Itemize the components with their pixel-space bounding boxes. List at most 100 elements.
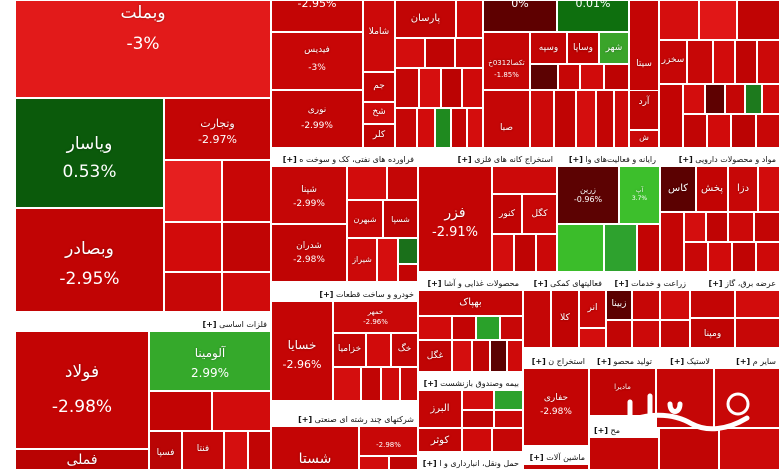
tile-chem-4[interactable] [455, 38, 483, 68]
tile-cem-7[interactable] [757, 40, 780, 84]
tile-cem-15[interactable] [707, 114, 731, 148]
tile-khg[interactable]: خگ [391, 333, 418, 367]
expand-button[interactable]: [+] [614, 279, 629, 288]
tile-metal-small-2[interactable] [212, 391, 271, 431]
tile-chem-7[interactable] [441, 68, 462, 108]
tile-ph-10[interactable] [756, 242, 780, 272]
expand-button[interactable]: [+] [593, 426, 608, 435]
tile-chem-6[interactable] [419, 68, 441, 108]
sector-header-other[interactable]: سایر م [+] [714, 355, 780, 368]
sector-header-insurance[interactable]: بیمه وصندوق بازنشست [+] [418, 377, 523, 390]
tile-ghagol[interactable]: غگل [418, 340, 452, 372]
sector-header-machinery[interactable]: ماشین آلات [+] [523, 451, 589, 464]
tile-anar[interactable]: انر [579, 290, 606, 328]
sector-header-pharma[interactable]: مواد و محصولات دارویی [+] [660, 153, 780, 166]
tile-shasta[interactable]: شستا [271, 426, 359, 470]
tile-chem-13[interactable] [467, 108, 483, 148]
tile-ph-6[interactable] [754, 212, 780, 242]
tile-alborz[interactable]: البرز [418, 390, 462, 428]
tile-sakhzar[interactable]: سخزر [659, 40, 687, 84]
tile-petro-2[interactable] [387, 166, 418, 200]
tile-bank-small-5[interactable] [164, 272, 222, 312]
tile-food-3[interactable] [476, 316, 500, 340]
tile-jam[interactable]: جم [363, 72, 395, 102]
sector-header-metal-ores[interactable]: استخراج کانه های فلزی [+] [418, 153, 557, 166]
tile-cem-5[interactable] [713, 40, 735, 84]
tile-fzar[interactable]: فزر -2.91% [418, 166, 492, 272]
tile-fin-3[interactable] [580, 64, 604, 90]
tile-cem-14[interactable] [683, 114, 707, 148]
tile-chem-5[interactable] [395, 68, 419, 108]
tile-chem-1[interactable] [456, 0, 483, 38]
tile-vpasar[interactable]: ویاسار 0.53% [15, 98, 164, 208]
sector-header-mah[interactable]: مح [+] [589, 424, 624, 437]
tile-auto-5[interactable] [400, 367, 418, 401]
tile-ph-9[interactable] [732, 242, 756, 272]
tile-metal-small-1[interactable] [149, 391, 212, 431]
expand-button[interactable]: [+] [736, 357, 751, 366]
tile-vsapa[interactable]: وساپا [567, 32, 599, 64]
tile-sup-1[interactable] [523, 290, 551, 348]
tile-vniki[interactable]: -2.98% [359, 426, 418, 456]
tile-fin-4[interactable] [604, 64, 629, 90]
tile-multi-1[interactable] [359, 456, 389, 470]
tile-auto-1[interactable] [366, 333, 391, 367]
tile-auto-4[interactable] [381, 367, 400, 401]
expand-button[interactable]: [+] [298, 415, 313, 424]
expand-button[interactable]: [+] [531, 357, 546, 366]
tile-el-2[interactable] [735, 290, 780, 318]
tile-mach-1[interactable] [523, 464, 589, 470]
tile-khmehr[interactable]: خمهر -2.96% [333, 301, 418, 333]
tile-bank-small-2[interactable] [222, 160, 271, 222]
tile-cem-8[interactable] [659, 84, 683, 148]
tile-ins-4[interactable] [494, 410, 523, 428]
tile-konor[interactable]: کنور [492, 194, 522, 234]
tile-bank-small-3[interactable] [164, 222, 222, 272]
sector-header-agriculture[interactable]: زراعت و خدمات [+] [606, 277, 690, 290]
tile-fin-7[interactable] [576, 90, 596, 148]
tile-food-7[interactable] [490, 340, 507, 372]
tile-bank-small-4[interactable] [222, 222, 271, 272]
tile-agr-1[interactable] [632, 290, 660, 320]
tile-femli[interactable]: فملی [15, 449, 149, 470]
tile-shedran[interactable]: شدران -2.98% [271, 224, 347, 282]
tile-pakhsh[interactable]: پخش [696, 166, 728, 212]
tile-madira[interactable]: مادیرا [589, 368, 656, 416]
tile-shepna[interactable]: شپنا -2.99% [271, 166, 347, 224]
tile-alumina[interactable]: آلومینا 2.99% [149, 331, 271, 391]
tile-ins-1[interactable] [462, 390, 494, 410]
tile-noori[interactable]: نوری -2.99% [271, 90, 363, 148]
tile-food-5[interactable] [452, 340, 472, 372]
tile-shebhran[interactable]: شبهرن [347, 200, 383, 238]
tile-khzamia[interactable]: خزامیا [333, 333, 366, 367]
tile-it-1[interactable] [557, 224, 604, 272]
tile-ph-3[interactable] [684, 212, 706, 242]
tile-bottom-r2[interactable] [719, 428, 780, 470]
tile-ap[interactable]: آپ 3.7% [619, 166, 660, 224]
tile-chem-8[interactable] [462, 68, 483, 108]
tile-fidis[interactable]: فیدیس -3% [271, 32, 363, 90]
tile-fenta[interactable]: فنتا [182, 431, 224, 470]
tile-el-3[interactable] [735, 318, 780, 348]
tile-fespa[interactable]: فسپا [149, 431, 182, 470]
tile-mapna[interactable]: ومپنا [690, 318, 735, 348]
sector-header-transport[interactable]: حمل ونقل، انبارداری و ا [+] [418, 457, 523, 470]
tile-sup-2[interactable] [579, 328, 606, 348]
tile-petro-3[interactable] [377, 238, 398, 282]
sector-header-support[interactable]: فعالیتهای کمکی [+] [523, 277, 606, 290]
expand-button[interactable]: [+] [596, 357, 611, 366]
tile-cem-11[interactable] [725, 84, 745, 114]
tile-cem-13[interactable] [762, 84, 780, 114]
tile-it-2[interactable] [604, 224, 637, 272]
tile-kalor[interactable]: کلر [363, 124, 395, 148]
tile-el-1[interactable] [690, 290, 735, 318]
sector-header-tire[interactable]: لاستیک [+] [656, 355, 714, 368]
tile-bank-small-6[interactable] [222, 272, 271, 312]
sector-header-electricity[interactable]: عرضه برق، گاز [+] [690, 277, 780, 290]
tile-shekh[interactable]: شخ [363, 102, 395, 124]
tile-mine-4[interactable] [536, 234, 557, 272]
tile-cem-3[interactable] [737, 0, 780, 40]
tile-cem-1[interactable] [659, 0, 699, 40]
sector-header-multi-industry[interactable]: شرکتهای چند رشته ای صنعتی [+] [271, 413, 418, 426]
tile-agr-5[interactable] [660, 320, 690, 348]
